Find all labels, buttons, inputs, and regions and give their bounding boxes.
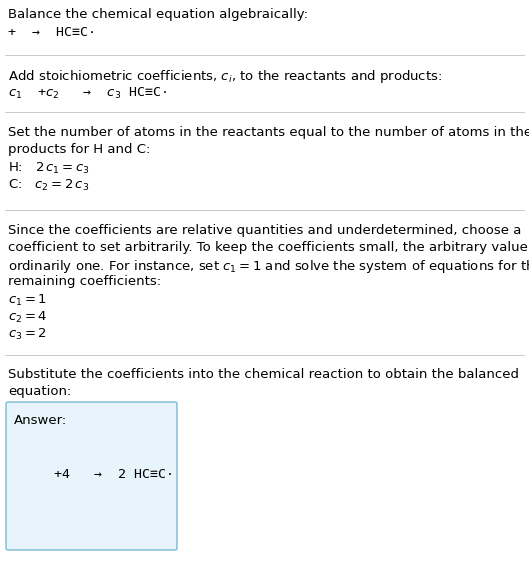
Text: $c_2 = 4$: $c_2 = 4$ (8, 310, 48, 325)
Text: C:   $c_2 = 2\,c_3$: C: $c_2 = 2\,c_3$ (8, 178, 89, 193)
Text: Set the number of atoms in the reactants equal to the number of atoms in the: Set the number of atoms in the reactants… (8, 126, 529, 139)
Text: Add stoichiometric coefficients, $c_i$, to the reactants and products:: Add stoichiometric coefficients, $c_i$, … (8, 68, 442, 85)
FancyBboxPatch shape (6, 402, 177, 550)
Text: Since the coefficients are relative quantities and underdetermined, choose a: Since the coefficients are relative quan… (8, 224, 522, 237)
Text: $c_1 = 1$: $c_1 = 1$ (8, 293, 47, 308)
Text: ordinarily one. For instance, set $c_1 = 1$ and solve the system of equations fo: ordinarily one. For instance, set $c_1 =… (8, 258, 529, 275)
Text: +4   →  2 HC≡C·: +4 → 2 HC≡C· (14, 468, 174, 481)
Text: Substitute the coefficients into the chemical reaction to obtain the balanced: Substitute the coefficients into the che… (8, 368, 519, 381)
Text: $c_3 = 2$: $c_3 = 2$ (8, 327, 47, 342)
Text: remaining coefficients:: remaining coefficients: (8, 275, 161, 288)
Text: +  →  HC≡C·: + → HC≡C· (8, 26, 96, 39)
Text: Balance the chemical equation algebraically:: Balance the chemical equation algebraica… (8, 8, 308, 21)
Text: Answer:: Answer: (14, 414, 67, 427)
Text: H:   $2\,c_1 = c_3$: H: $2\,c_1 = c_3$ (8, 161, 90, 176)
Text: equation:: equation: (8, 385, 71, 398)
Text: products for H and C:: products for H and C: (8, 143, 150, 156)
Text: coefficient to set arbitrarily. To keep the coefficients small, the arbitrary va: coefficient to set arbitrarily. To keep … (8, 241, 529, 254)
Text: $c_1$  +$c_2$   →  $c_3$ HC≡C·: $c_1$ +$c_2$ → $c_3$ HC≡C· (8, 86, 167, 101)
